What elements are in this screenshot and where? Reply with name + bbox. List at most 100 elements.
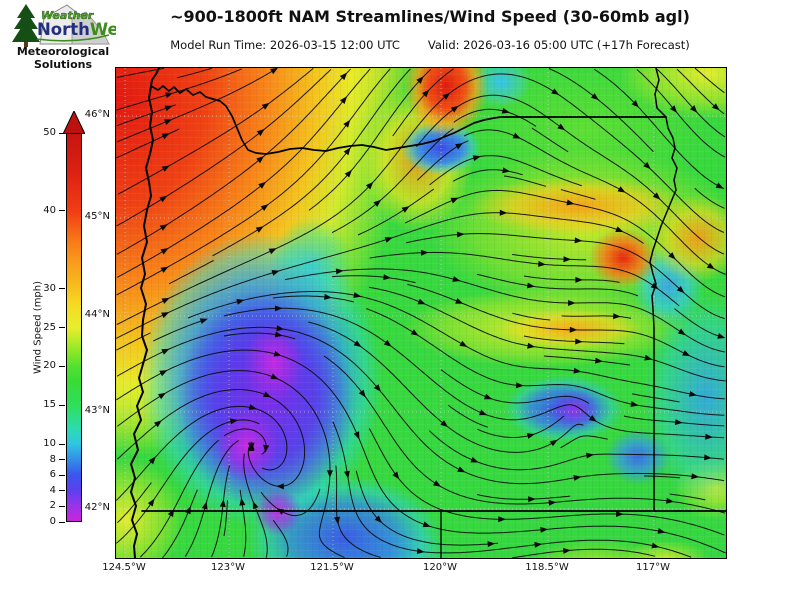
streamline [368,428,725,536]
colorbar-tick-label: 2 [49,500,56,512]
flow-arrow [591,93,599,101]
colorbar-tick-label: 20 [43,360,56,372]
flow-arrow [456,231,465,238]
streamline [366,308,725,416]
flow-arrow [674,419,683,426]
streamline [223,332,296,340]
flow-arrow [334,516,340,525]
colorbar-tick-label: 0 [49,516,56,527]
streamline [139,439,219,558]
colorbar-tick [59,490,65,492]
lon-label: 124.5°W [102,562,146,573]
logo-subtitle-line1: Meteorological [16,45,110,58]
flow-arrow [324,293,332,300]
flow-arrow [270,373,279,380]
streamline [561,315,632,319]
streamline [308,68,432,211]
flow-arrow [270,68,278,75]
flow-arrow [455,298,464,304]
logo-swoosh [36,34,110,42]
flow-arrow [704,454,712,461]
colorbar-tick [59,459,65,461]
streamline [392,68,454,137]
streamline [429,155,583,187]
flow-arrow [164,105,173,112]
flow-arrow [392,471,400,480]
flow-arrow [353,292,362,298]
flow-arrow [384,237,393,243]
logo-subtitle: Meteorological Solutions [0,45,126,71]
lat-label: 42°N [84,502,110,513]
streamline [407,283,725,368]
flow-arrow [248,404,257,410]
flow-arrow [201,501,208,510]
streamline [644,475,680,479]
flow-arrow [383,274,392,281]
colorbar-tick [59,288,65,290]
flow-arrow [540,526,549,533]
flow-arrow [688,391,697,397]
flow-arrow [498,516,506,523]
streamline [428,430,724,471]
flow-arrow [631,100,639,108]
streamline [272,295,355,303]
flow-arrow [422,521,431,528]
colorbar-tick-label: 25 [43,321,56,333]
streamline [416,94,725,255]
flow-arrow [401,206,410,213]
flow-arrow [616,511,624,517]
streamline [331,128,454,234]
streamline [560,189,596,200]
streamline [523,275,620,283]
streamline [223,428,267,455]
flow-arrow [160,248,169,255]
colorbar-tick-label: 10 [43,438,56,450]
flow-arrow [534,541,543,548]
streamline [184,440,239,557]
flow-arrow [159,195,168,203]
streamline [116,332,151,351]
streamline [452,169,523,182]
flow-arrow [574,237,583,244]
flow-arrow [515,382,524,389]
flow-arrow [677,328,686,336]
flow-arrow [689,105,698,113]
streamline [543,355,630,366]
flow-arrow [373,384,381,392]
flow-arrow [339,72,348,81]
flow-arrow [273,350,282,357]
flow-arrow [167,508,175,517]
streamline [284,268,726,353]
streamline [369,286,726,382]
lon-label: 120°W [423,562,457,573]
flow-arrow [327,470,333,478]
chart-title: ~900-1800ft NAM Streamlines/Wind Speed (… [170,7,690,26]
streamline [152,319,205,342]
streamline [116,69,332,227]
streamline [523,335,625,345]
streamline [694,187,725,209]
flow-arrow [343,119,351,128]
flow-arrow [344,169,352,178]
flow-arrow [417,298,426,305]
streamline [357,188,435,236]
colorbar-tick [59,404,65,406]
flow-arrow [261,102,270,110]
flow-arrow [512,132,521,139]
flow-arrow [615,226,624,232]
flow-arrow [563,256,572,263]
flow-arrow [161,165,170,172]
flow-arrow [199,318,208,324]
flow-arrow [450,105,459,113]
lon-label: 123°W [211,562,245,573]
colorbar-tick [59,132,65,134]
colorbar-tick-label: 6 [49,469,56,481]
flow-arrow [219,499,226,508]
flow-arrow [440,420,449,428]
streamline [212,68,411,257]
flow-arrow [502,167,511,174]
pine-trunk-icon [24,42,28,47]
streamline [623,415,725,427]
streamline [223,307,725,439]
flow-arrow [472,155,481,162]
